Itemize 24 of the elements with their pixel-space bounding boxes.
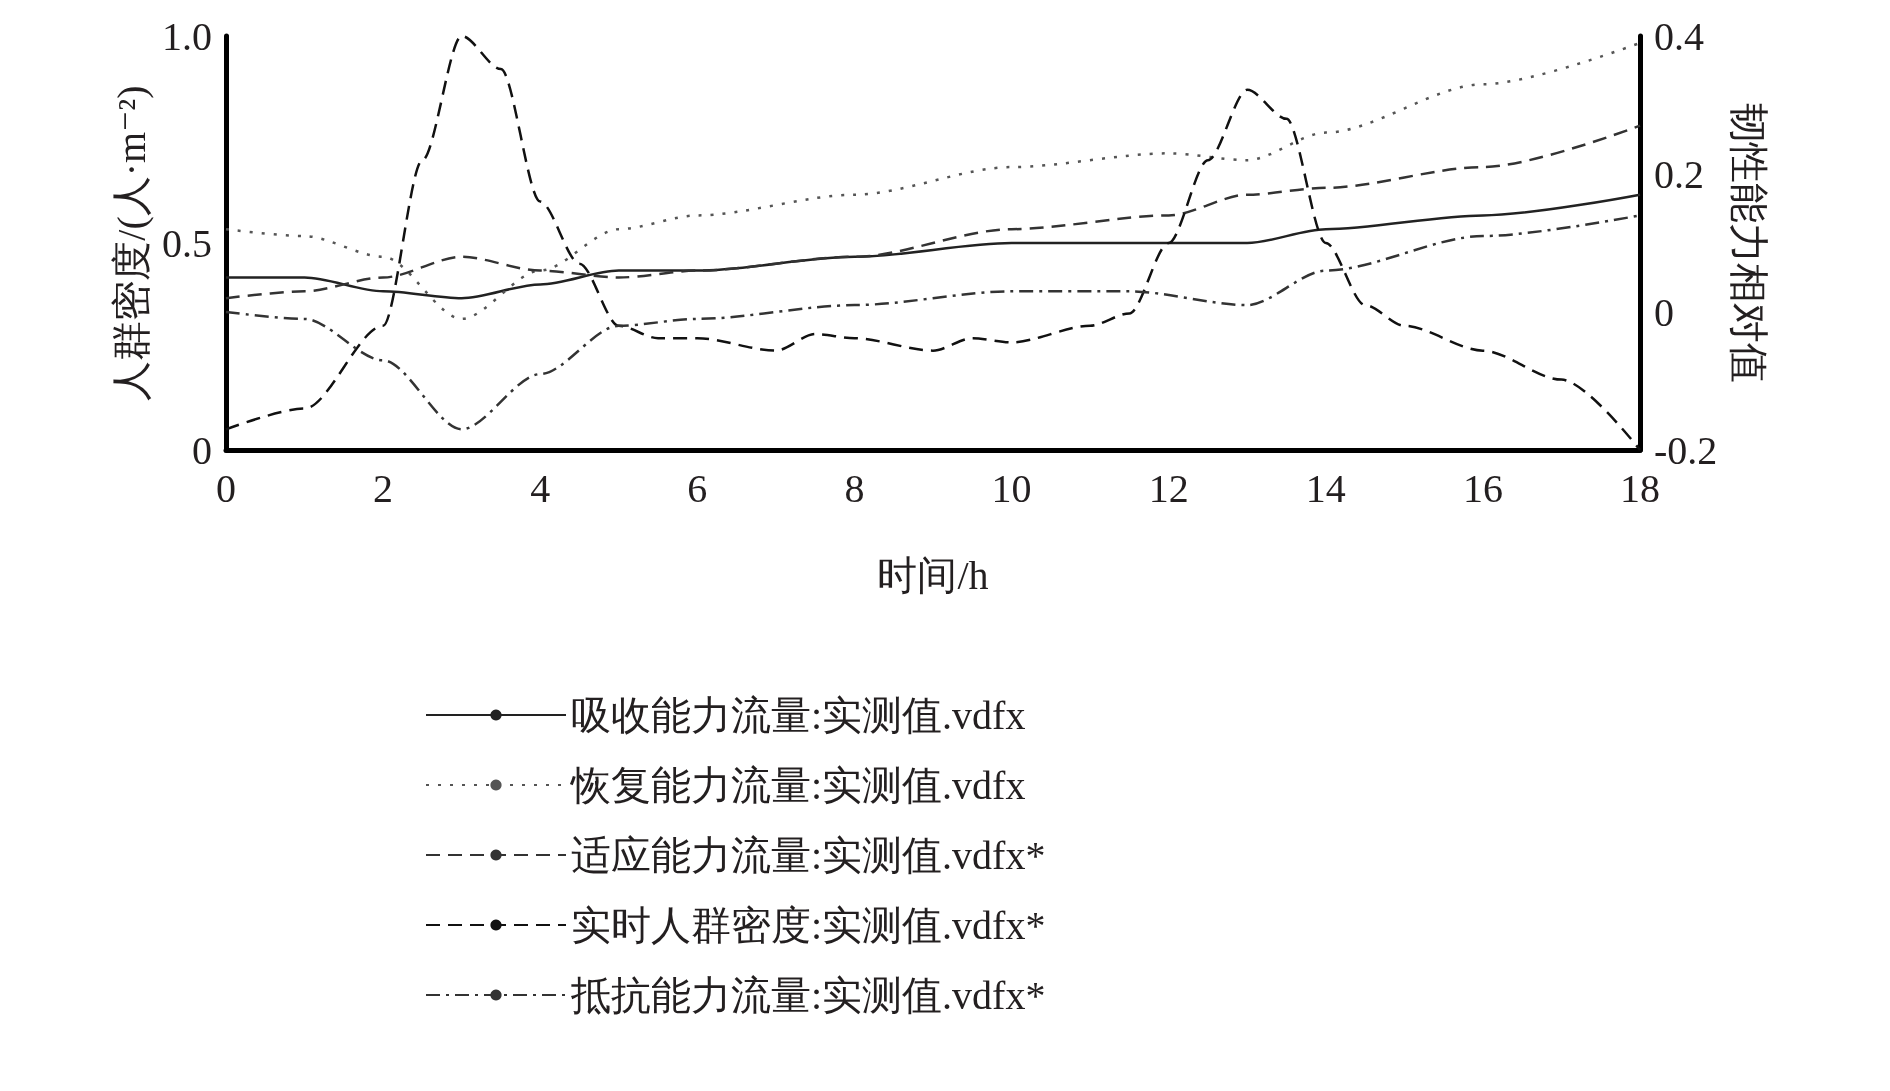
x-tick-label: 4 (530, 465, 551, 511)
y2-tick-label: 0 (1654, 289, 1674, 335)
legend-label: 适应能力流量:实测值.vdfx* (571, 832, 1046, 878)
x-tick-label: 8 (844, 465, 865, 511)
x-tick-label: 10 (991, 465, 1032, 511)
line-series (224, 124, 1642, 300)
y-tick-label: 1.0 (162, 13, 212, 59)
y2-tick-label: 0.2 (1654, 151, 1704, 197)
y2-axis-title: 韧性能力相对值 (1725, 103, 1771, 383)
y-tick-label: 0.5 (162, 220, 212, 266)
legend-label: 吸收能力流量:实测值.vdfx (571, 692, 1026, 738)
y-tick-label: 0 (192, 427, 212, 473)
x-axis-title: 时间/h (877, 552, 989, 598)
x-tick-label: 14 (1305, 465, 1346, 511)
legend-label: 实时人群密度:实测值.vdfx* (571, 902, 1046, 948)
x-tick-label: 6 (687, 465, 708, 511)
legend-label: 抵抗能力流量:实测值.vdfx* (570, 972, 1046, 1018)
x-tick-label: 2 (373, 465, 394, 511)
x-tick-label: 12 (1148, 465, 1189, 511)
y2-tick-label: 0.4 (1654, 13, 1704, 59)
y-axis-title: 人群密度/(人·m⁻²) (108, 85, 154, 401)
x-tick-label: 16 (1462, 465, 1503, 511)
legend-label: 恢复能力流量:实测值.vdfx (569, 762, 1026, 808)
line-series (224, 34, 1642, 452)
